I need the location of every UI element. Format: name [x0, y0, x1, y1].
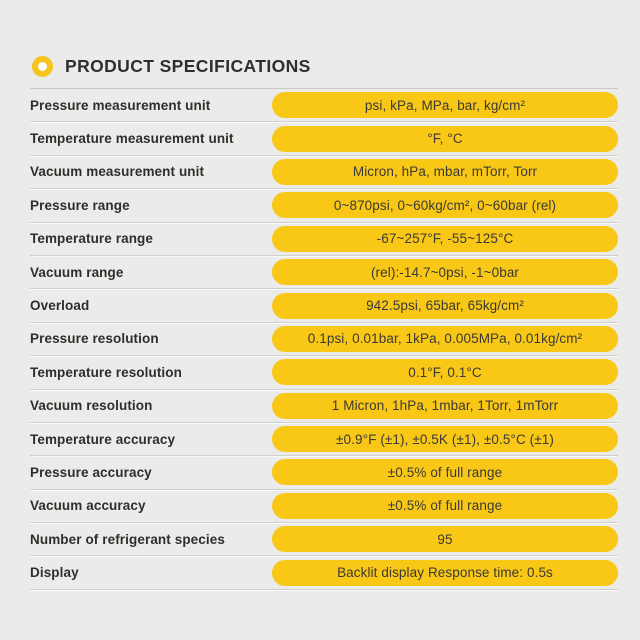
spec-row: Pressure accuracy ±0.5% of full range — [30, 456, 618, 490]
spec-label: Number of refrigerant species — [30, 531, 225, 547]
spec-row: Temperature measurement unit °F, °C — [30, 122, 618, 156]
spec-label: Pressure resolution — [30, 331, 159, 347]
spec-label: Pressure accuracy — [30, 464, 152, 480]
spec-row: Vacuum resolution 1 Micron, 1hPa, 1mbar,… — [30, 390, 618, 423]
spec-value-pill: °F, °C — [272, 125, 618, 152]
spec-row: Pressure measurement unit psi, kPa, MPa,… — [30, 89, 618, 123]
spec-value-pill: 0.1°F, 0.1°C — [272, 359, 618, 386]
spec-value-pill: Micron, hPa, mbar, mTorr, Torr — [272, 158, 618, 185]
spec-row: Pressure resolution 0.1psi, 0.01bar, 1kP… — [30, 323, 618, 357]
spec-row: Vacuum measurement unit Micron, hPa, mba… — [30, 156, 618, 190]
bullet-ring-icon — [32, 55, 53, 77]
spec-label: Vacuum range — [30, 264, 124, 280]
spec-label: Vacuum measurement unit — [30, 164, 205, 180]
spec-label: Temperature measurement unit — [30, 131, 234, 147]
spec-value-pill: 95 — [272, 526, 618, 553]
spec-label: Temperature range — [30, 231, 153, 247]
spec-value-pill: 1 Micron, 1hPa, 1mbar, 1Torr, 1mTorr — [272, 392, 618, 419]
spec-row: Number of refrigerant species 95 — [30, 523, 618, 557]
spec-row: Display Backlit display Response time: 0… — [30, 556, 618, 590]
spec-row: Temperature accuracy ±0.9°F (±1), ±0.5K … — [30, 423, 618, 457]
spec-value-pill: 0.1psi, 0.01bar, 1kPa, 0.005MPa, 0.01kg/… — [272, 325, 618, 352]
spec-value-pill: psi, kPa, MPa, bar, kg/cm² — [272, 92, 618, 119]
spec-value-pill: ±0.5% of full range — [272, 459, 618, 486]
spec-row: Temperature resolution 0.1°F, 0.1°C — [30, 356, 618, 390]
spec-value-pill: (rel):-14.7~0psi, -1~0bar — [272, 259, 618, 286]
spec-label: Pressure range — [30, 197, 130, 213]
spec-value-pill: ±0.5% of full range — [272, 492, 618, 519]
spec-row: Temperature range -67~257°F, -55~125°C — [30, 223, 618, 256]
spec-label: Temperature accuracy — [30, 431, 176, 447]
spec-row: Vacuum range (rel):-14.7~0psi, -1~0bar — [30, 256, 618, 290]
spec-row: Overload 942.5psi, 65bar, 65kg/cm² — [30, 289, 618, 323]
spec-row: Pressure range 0~870psi, 0~60kg/cm², 0~6… — [30, 189, 618, 223]
spec-value-pill: -67~257°F, -55~125°C — [272, 225, 618, 252]
spec-row: Vacuum accuracy ±0.5% of full range — [30, 490, 618, 524]
spec-label: Vacuum accuracy — [30, 498, 146, 514]
spec-label: Temperature resolution — [30, 364, 182, 380]
spec-label: Overload — [30, 298, 90, 314]
page-title: PRODUCT SPECIFICATIONS — [65, 55, 311, 76]
spec-table: Pressure measurement unit psi, kPa, MPa,… — [30, 88, 618, 590]
spec-label: Vacuum resolution — [30, 398, 153, 414]
spec-label: Pressure measurement unit — [30, 97, 211, 113]
spec-value-pill: ±0.9°F (±1), ±0.5K (±1), ±0.5°C (±1) — [272, 426, 618, 453]
spec-label: Display — [30, 565, 79, 581]
spec-value-pill: Backlit display Response time: 0.5s — [272, 559, 618, 586]
section-header: PRODUCT SPECIFICATIONS — [30, 50, 618, 82]
spec-value-pill: 942.5psi, 65bar, 65kg/cm² — [272, 292, 618, 319]
spec-value-pill: 0~870psi, 0~60kg/cm², 0~60bar (rel) — [272, 192, 618, 219]
